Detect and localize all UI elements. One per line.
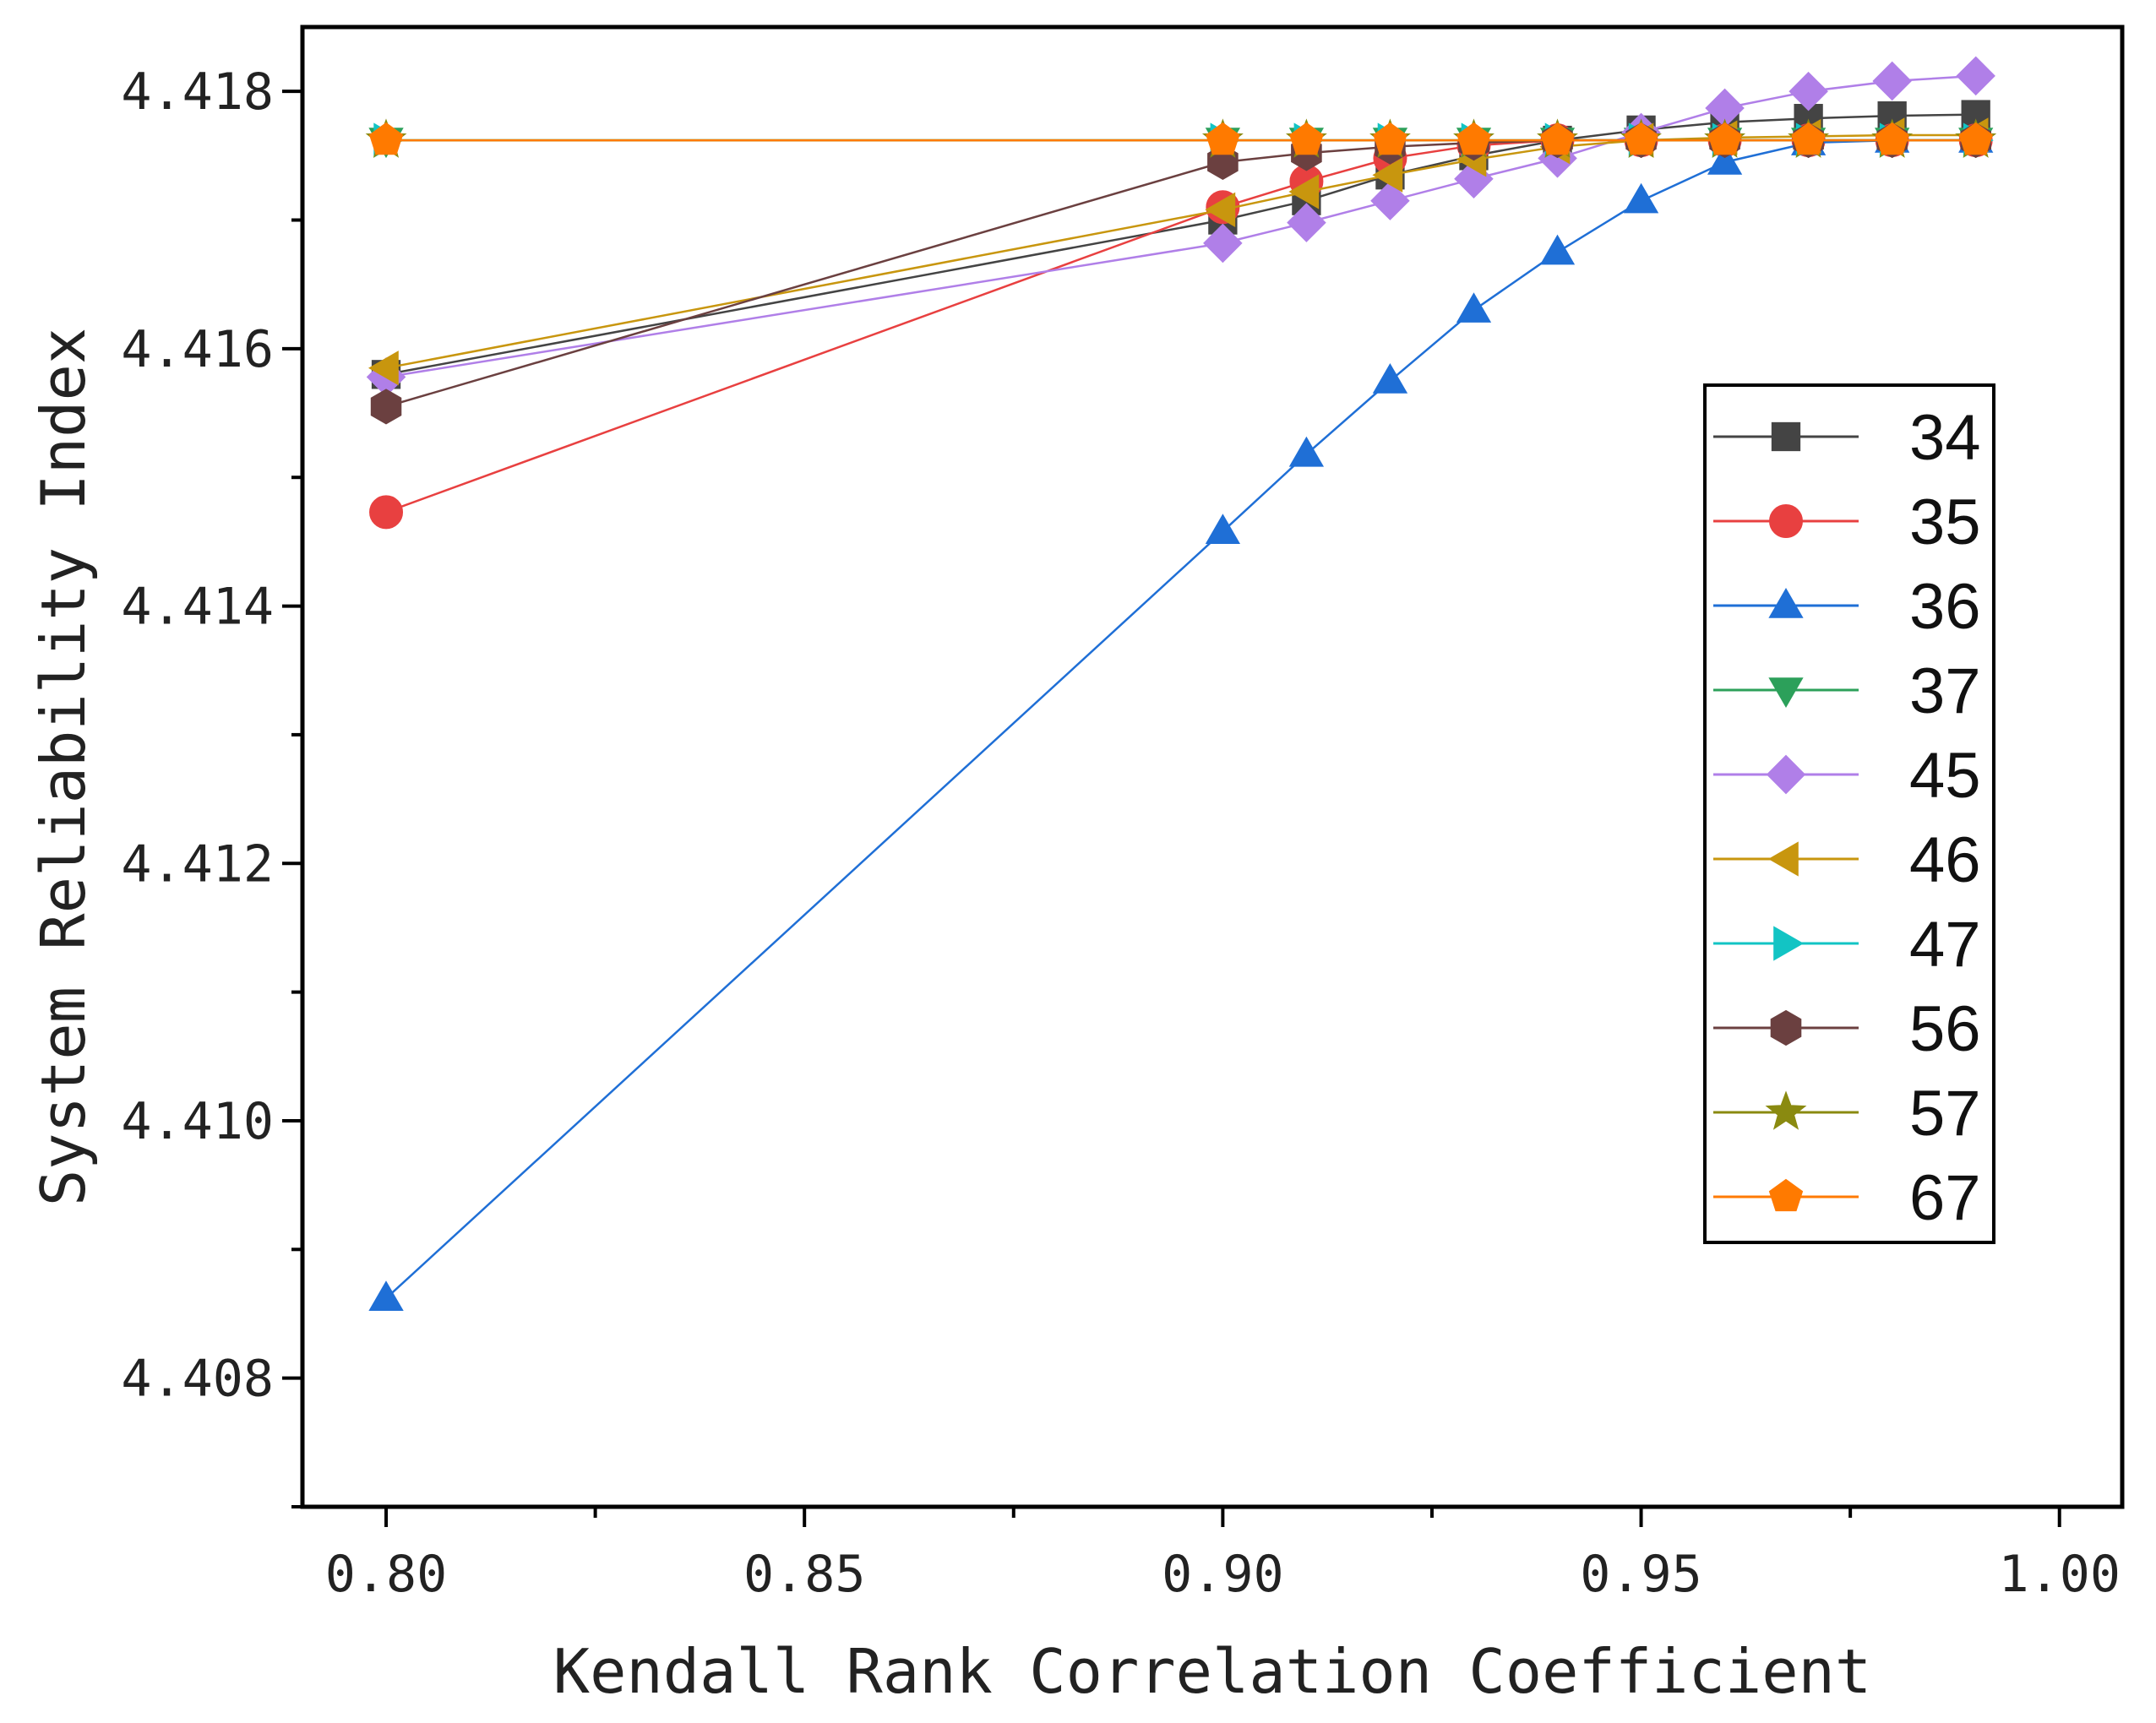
data-point-67	[1206, 122, 1240, 155]
legend-label: 57	[1909, 1078, 1981, 1150]
legend-marker	[1768, 587, 1804, 618]
data-point-45	[1872, 61, 1912, 101]
plot-frame	[300, 24, 2125, 1509]
x-tick-label: 0.80	[325, 1545, 448, 1604]
y-tick-label: 4.412	[121, 834, 274, 894]
data-point-45	[1370, 181, 1410, 220]
legend-marker	[1767, 841, 1799, 877]
data-point-36	[1707, 144, 1743, 175]
legend-box	[1703, 383, 1995, 1244]
legend-label: 35	[1909, 486, 1981, 558]
y-tick-label: 4.410	[121, 1092, 274, 1151]
y-axis: 4.408 4.410 4.412 4.414 4.416 4.418	[121, 63, 302, 1508]
data-point-45	[1788, 71, 1828, 111]
y-tick-label: 4.416	[121, 320, 274, 379]
data-point-36	[1288, 436, 1325, 467]
data-point-67	[1373, 122, 1407, 155]
y-tick-label: 4.408	[121, 1350, 274, 1409]
data-point-45	[1203, 223, 1243, 264]
legend-item-35: 35	[1713, 486, 1981, 558]
x-tick-label: 0.95	[1580, 1545, 1702, 1604]
legend-label: 46	[1909, 824, 1981, 896]
legend-item-56: 56	[1713, 993, 1981, 1065]
data-point-46	[1288, 174, 1320, 209]
legend-marker	[1770, 1009, 1802, 1046]
y-axis-title: System Reliability Index	[28, 328, 99, 1206]
data-point-46	[1205, 192, 1236, 228]
legend-item-34: 34	[1713, 402, 1981, 474]
data-point-45	[1287, 203, 1326, 242]
x-axis-title: Kendall Rank Correlation Coefficient	[553, 1636, 1872, 1707]
legend-marker	[1768, 677, 1804, 709]
legend-label: 34	[1909, 402, 1981, 474]
data-point-67	[1707, 122, 1742, 155]
x-tick-label: 0.90	[1162, 1545, 1284, 1604]
data-point-67	[368, 122, 404, 155]
data-point-67	[1540, 122, 1575, 155]
series-layer	[365, 56, 1997, 1311]
x-tick-label: 0.85	[743, 1545, 866, 1604]
legend-label: 36	[1909, 571, 1981, 643]
data-point-67	[1875, 122, 1909, 155]
x-axis: 0.80 0.85 0.90 0.95 1.00	[325, 1507, 2121, 1604]
x-tick-label: 1.00	[1998, 1545, 2121, 1604]
data-point-36	[1372, 363, 1408, 394]
data-point-67	[1624, 122, 1658, 155]
legend-item-37: 37	[1713, 655, 1981, 727]
legend-item-67: 67	[1713, 1162, 1981, 1234]
data-point-36	[368, 1280, 404, 1311]
data-point-67	[1456, 122, 1491, 155]
legend-marker	[1771, 421, 1801, 452]
legend-marker	[1769, 504, 1803, 538]
legend-item-57: 57	[1713, 1078, 1981, 1150]
data-point-36	[1456, 292, 1492, 323]
data-point-46	[1372, 157, 1403, 193]
data-point-56	[370, 389, 402, 425]
legend-label: 45	[1909, 740, 1981, 812]
data-point-46	[368, 351, 399, 386]
legend-label: 37	[1909, 655, 1981, 727]
data-point-45	[1956, 56, 1995, 96]
legend: 34 35 36 37 45 46 47 56 57 67	[1703, 383, 1995, 1244]
legend-label: 56	[1909, 993, 1981, 1065]
legend-label: 67	[1909, 1162, 1981, 1234]
legend-item-36: 36	[1713, 571, 1981, 643]
legend-item-45: 45	[1713, 740, 1981, 812]
data-point-36	[1623, 182, 1659, 214]
legend-item-46: 46	[1713, 824, 1981, 896]
data-point-36	[1539, 234, 1576, 265]
data-point-35	[369, 495, 404, 530]
legend-marker	[1766, 754, 1806, 795]
legend-marker	[1765, 1090, 1807, 1130]
legend-item-47: 47	[1713, 909, 1981, 981]
y-tick-label: 4.418	[121, 63, 274, 122]
legend-label: 47	[1909, 909, 1981, 981]
data-point-36	[1205, 514, 1241, 544]
y-tick-label: 4.414	[121, 578, 274, 637]
data-point-67	[1958, 122, 1993, 155]
series-67	[368, 122, 1993, 155]
data-point-67	[1289, 122, 1324, 155]
legend-marker	[1768, 1178, 1804, 1212]
legend-marker	[1773, 926, 1805, 961]
data-point-67	[1791, 122, 1826, 155]
